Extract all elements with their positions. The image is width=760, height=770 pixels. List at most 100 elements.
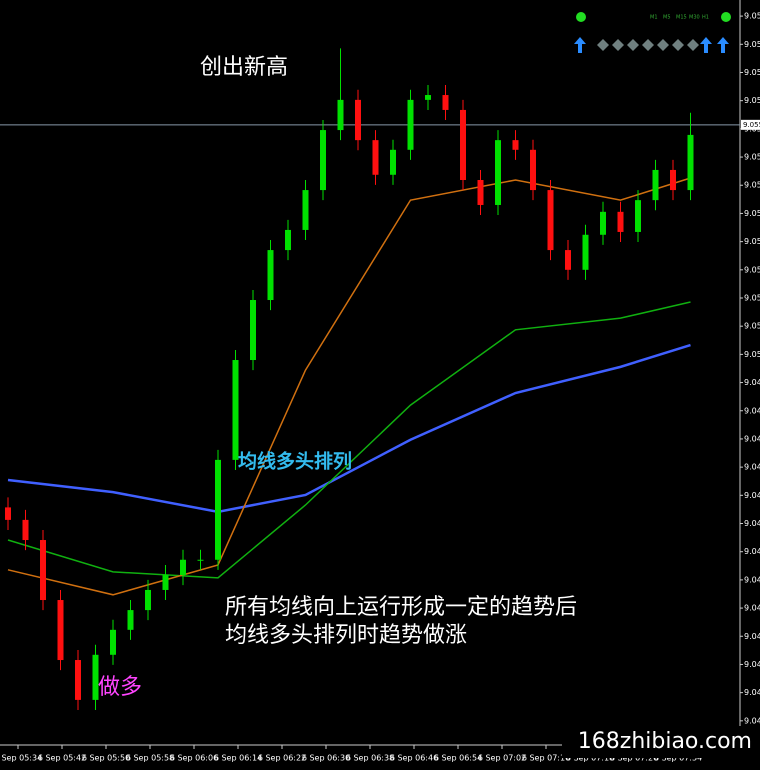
timeframe-label: H1 <box>702 15 709 21</box>
candle-body <box>547 190 554 251</box>
x-tick-label: 6 Sep 06:22 <box>258 754 306 763</box>
y-tick-label: 9.045 <box>744 547 760 556</box>
watermark-box <box>562 726 758 758</box>
candle-body <box>355 99 361 141</box>
diamond <box>657 39 669 51</box>
candle-body <box>407 99 414 150</box>
candle-body <box>197 559 204 561</box>
y-tick-label: 9.044 <box>744 575 760 584</box>
candle-body <box>390 149 396 175</box>
candle-body <box>617 211 624 232</box>
candle-body <box>267 250 274 301</box>
candle-body <box>425 95 431 100</box>
y-tick-label: 9.042 <box>744 660 760 669</box>
candle-body <box>5 507 11 520</box>
y-tick-label: 9.058 <box>744 12 760 21</box>
y-tick-label: 9.043 <box>744 632 760 641</box>
current-price-box <box>741 119 760 130</box>
candle-body <box>530 149 536 191</box>
candle-body <box>57 600 64 661</box>
candle-body <box>442 95 449 110</box>
candle-body <box>460 109 466 181</box>
y-tick-label: 9.051 <box>744 294 760 303</box>
candle-body <box>635 200 641 232</box>
candle-body <box>22 519 29 541</box>
x-tick-label: 6 Sep 06:46 <box>390 754 438 763</box>
y-tick-label: 9.054 <box>744 181 760 190</box>
candle-body <box>495 140 501 205</box>
x-tick-label: 6 Sep 06:30 <box>302 754 350 763</box>
y-tick-label: 9.041 <box>744 688 760 697</box>
candle-body <box>232 360 239 460</box>
y-tick-label: 9.049 <box>744 378 760 387</box>
candle-body <box>40 540 46 601</box>
candle-body <box>582 234 589 270</box>
annotation: 均线多头排列时趋势做涨 <box>225 623 467 648</box>
candle-body <box>75 660 81 700</box>
candle-body <box>372 140 379 175</box>
candle-body <box>320 130 326 191</box>
candle-body <box>180 559 186 576</box>
diamond <box>597 39 609 51</box>
candle-body <box>127 610 134 630</box>
annotation: 创出新高 <box>200 55 288 80</box>
candle-body <box>652 169 659 201</box>
timeframe-label: M15 <box>676 15 687 21</box>
y-tick-label: 9.046 <box>744 491 760 500</box>
candle-body <box>145 589 151 611</box>
timeframe-label: M1 <box>650 15 658 21</box>
candle-body <box>92 654 99 700</box>
y-tick-label: 9.050 <box>744 322 760 331</box>
candle-body <box>250 300 256 361</box>
status-dot <box>721 12 731 22</box>
y-tick-label: 9.047 <box>744 463 760 472</box>
y-tick-label: 9.054 <box>744 153 760 162</box>
up-arrow <box>717 37 729 53</box>
y-tick-label: 9.057 <box>744 68 760 77</box>
candle-body <box>600 211 606 235</box>
moving-average <box>7 301 691 579</box>
up-arrow <box>700 37 712 53</box>
timeframe-label: M30 <box>689 15 700 21</box>
x-tick-label: 6 Sep 07:02 <box>478 754 526 763</box>
signal-diamonds <box>597 39 699 51</box>
moving-average <box>7 177 691 596</box>
candle-body <box>285 229 291 251</box>
status-dot <box>576 12 586 22</box>
candle-body <box>337 99 344 131</box>
current-price-label: 9.055 <box>743 121 760 129</box>
x-tick-label: 6 Sep 07:10 <box>522 754 570 763</box>
candle-body <box>215 459 221 560</box>
y-tick-label: 9.052 <box>744 265 760 274</box>
y-tick-label: 9.052 <box>744 237 760 246</box>
candle-body <box>302 190 309 230</box>
diamond <box>672 39 684 51</box>
candle-body <box>687 134 694 191</box>
y-tick-label: 9.050 <box>744 350 760 359</box>
annotation: 做多 <box>98 675 142 700</box>
diamond <box>612 39 624 51</box>
candle-body <box>565 250 571 270</box>
candle-body <box>512 140 519 150</box>
x-tick-label: 6 Sep 05:42 <box>38 754 86 763</box>
moving-average <box>7 343 691 514</box>
x-tick-label: 6 Sep 05:58 <box>126 754 174 763</box>
x-tick-label: 6 Sep 06:06 <box>170 754 218 763</box>
diamond <box>687 39 699 51</box>
candle-body <box>477 180 484 205</box>
candle-body <box>110 629 116 655</box>
signal-arrows <box>574 37 729 53</box>
y-tick-label: 9.057 <box>744 40 760 49</box>
up-arrow <box>574 37 586 53</box>
y-tick-label: 9.048 <box>744 406 760 415</box>
x-tick-label: 6 Sep 06:38 <box>346 754 394 763</box>
x-tick-label: 6 Sep 05:34 <box>0 754 42 763</box>
x-tick-label: 6 Sep 06:54 <box>434 754 482 763</box>
x-tick-label: 6 Sep 05:50 <box>82 754 130 763</box>
y-tick-label: 9.047 <box>744 434 760 443</box>
annotation: 均线多头排列 <box>238 450 352 473</box>
diamond <box>627 39 639 51</box>
